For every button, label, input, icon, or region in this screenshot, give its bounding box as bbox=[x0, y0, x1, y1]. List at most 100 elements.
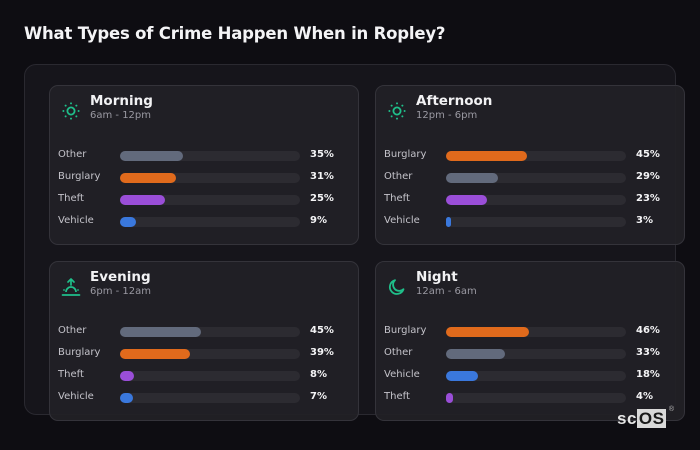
bar-track bbox=[446, 327, 626, 337]
bar-label: Vehicle bbox=[58, 215, 94, 226]
bar-list: Other 35% Burglary 31% Theft 25% Vehicle bbox=[50, 148, 358, 236]
bar-row: Theft 8% bbox=[50, 368, 358, 390]
card-title: Evening bbox=[90, 269, 151, 285]
bar-row: Other 35% bbox=[50, 148, 358, 170]
page-title: What Types of Crime Happen When in Rople… bbox=[24, 24, 446, 43]
bar-label: Theft bbox=[384, 193, 410, 204]
bar-track bbox=[120, 349, 300, 359]
card-afternoon: Afternoon 12pm - 6pm Burglary 45% Other … bbox=[375, 85, 685, 245]
bar-value: 9% bbox=[310, 215, 327, 226]
bar-value: 39% bbox=[310, 347, 334, 358]
bar-row: Other 45% bbox=[50, 324, 358, 346]
bar-track bbox=[446, 195, 626, 205]
bar-row: Theft 23% bbox=[376, 192, 684, 214]
bar-list: Burglary 45% Other 29% Theft 23% Vehicle bbox=[376, 148, 684, 236]
bar-fill bbox=[446, 349, 506, 359]
bar-fill bbox=[120, 195, 165, 205]
bar-value: 4% bbox=[636, 391, 653, 402]
bar-track bbox=[446, 371, 626, 381]
bar-value: 31% bbox=[310, 171, 334, 182]
bar-row: Other 29% bbox=[376, 170, 684, 192]
bar-track bbox=[120, 327, 300, 337]
bar-row: Burglary 39% bbox=[50, 346, 358, 368]
bar-value: 29% bbox=[636, 171, 660, 182]
bar-label: Other bbox=[58, 325, 87, 336]
bar-track bbox=[120, 371, 300, 381]
registered-mark: ® bbox=[668, 406, 675, 413]
bar-row: Burglary 46% bbox=[376, 324, 684, 346]
bar-label: Burglary bbox=[384, 325, 427, 336]
bar-row: Theft 4% bbox=[376, 390, 684, 412]
bar-value: 35% bbox=[310, 149, 334, 160]
bar-value: 18% bbox=[636, 369, 660, 380]
bar-track bbox=[446, 217, 626, 227]
bar-row: Vehicle 3% bbox=[376, 214, 684, 236]
bar-value: 8% bbox=[310, 369, 327, 380]
bar-track bbox=[446, 151, 626, 161]
bar-row: Burglary 45% bbox=[376, 148, 684, 170]
bar-fill bbox=[120, 327, 201, 337]
bar-fill bbox=[120, 151, 183, 161]
bar-fill bbox=[446, 173, 499, 183]
bar-label: Theft bbox=[58, 369, 84, 380]
bar-fill bbox=[120, 349, 191, 359]
bar-track bbox=[446, 349, 626, 359]
bar-fill bbox=[120, 217, 137, 227]
bar-fill bbox=[120, 173, 176, 183]
bar-value: 7% bbox=[310, 391, 327, 402]
bar-list: Burglary 46% Other 33% Vehicle 18% Theft bbox=[376, 324, 684, 412]
bar-fill bbox=[446, 371, 479, 381]
bar-row: Other 33% bbox=[376, 346, 684, 368]
bar-track bbox=[120, 217, 300, 227]
bar-fill bbox=[120, 371, 135, 381]
moon-icon bbox=[387, 277, 407, 297]
sunset-icon bbox=[61, 277, 81, 297]
bar-fill bbox=[120, 393, 133, 403]
bar-row: Theft 25% bbox=[50, 192, 358, 214]
scos-logo: sc OS ® bbox=[617, 406, 674, 429]
sun-icon bbox=[61, 101, 81, 121]
bar-track bbox=[120, 151, 300, 161]
logo-prefix: sc bbox=[617, 409, 637, 428]
card-morning: Morning 6am - 12pm Other 35% Burglary 31… bbox=[49, 85, 359, 245]
bar-label: Burglary bbox=[384, 149, 427, 160]
card-evening: Evening 6pm - 12am Other 45% Burglary 39… bbox=[49, 261, 359, 421]
bar-label: Other bbox=[384, 347, 413, 358]
card-header: Evening 6pm - 12am bbox=[50, 262, 358, 312]
card-time-range: 6am - 12pm bbox=[90, 110, 152, 121]
card-title: Afternoon bbox=[416, 93, 493, 109]
card-header: Night 12am - 6am bbox=[376, 262, 684, 312]
bar-fill bbox=[446, 327, 529, 337]
bar-value: 25% bbox=[310, 193, 334, 204]
card-time-range: 6pm - 12am bbox=[90, 286, 152, 297]
bar-value: 23% bbox=[636, 193, 660, 204]
bar-label: Theft bbox=[58, 193, 84, 204]
card-title: Morning bbox=[90, 93, 153, 109]
bar-label: Other bbox=[384, 171, 413, 182]
bar-value: 46% bbox=[636, 325, 660, 336]
bar-label: Burglary bbox=[58, 347, 101, 358]
bar-row: Vehicle 9% bbox=[50, 214, 358, 236]
card-time-range: 12pm - 6pm bbox=[416, 110, 478, 121]
card-header: Morning 6am - 12pm bbox=[50, 86, 358, 136]
bar-value: 45% bbox=[310, 325, 334, 336]
bar-value: 33% bbox=[636, 347, 660, 358]
card-title: Night bbox=[416, 269, 458, 285]
bar-value: 3% bbox=[636, 215, 653, 226]
bar-row: Vehicle 7% bbox=[50, 390, 358, 412]
bar-fill bbox=[446, 393, 454, 403]
bar-label: Vehicle bbox=[384, 369, 420, 380]
bar-label: Other bbox=[58, 149, 87, 160]
bar-fill bbox=[446, 151, 527, 161]
bar-value: 45% bbox=[636, 149, 660, 160]
card-time-range: 12am - 6am bbox=[416, 286, 477, 297]
sun-icon bbox=[387, 101, 407, 121]
bar-track bbox=[120, 173, 300, 183]
bar-track bbox=[446, 393, 626, 403]
bar-track bbox=[120, 393, 300, 403]
bar-label: Theft bbox=[384, 391, 410, 402]
bar-label: Burglary bbox=[58, 171, 101, 182]
bar-fill bbox=[446, 217, 452, 227]
bar-track bbox=[446, 173, 626, 183]
bar-list: Other 45% Burglary 39% Theft 8% Vehicle bbox=[50, 324, 358, 412]
